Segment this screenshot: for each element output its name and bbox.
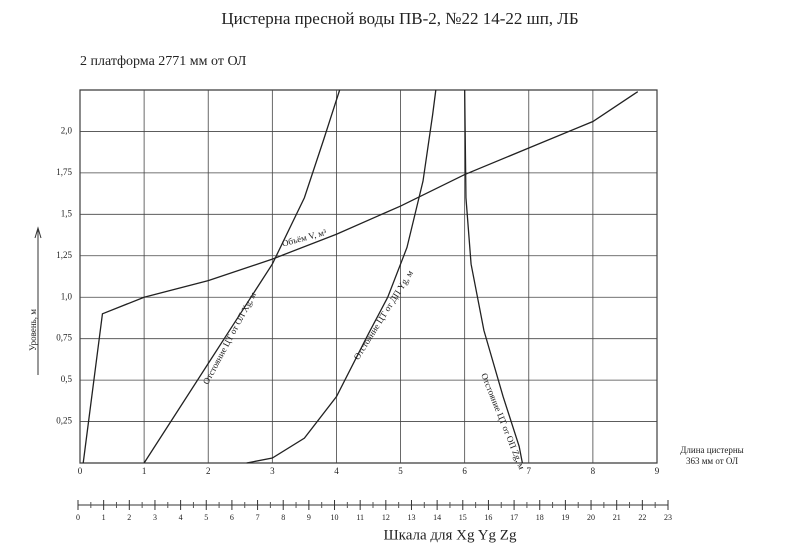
x2-tick-label: 0 [76, 513, 80, 522]
x2-tick-label: 14 [433, 513, 441, 522]
x-annotation: 363 мм от ОЛ [686, 456, 738, 466]
y-tick-label: 1,0 [61, 291, 73, 301]
x-tick-label: 2 [206, 466, 211, 476]
x-tick-label: 1 [142, 466, 147, 476]
chart-subtitle: 2 платформа 2771 мм от ОЛ [80, 54, 247, 69]
x2-tick-label: 10 [331, 513, 339, 522]
x2-tick-label: 22 [638, 513, 646, 522]
x2-tick-label: 6 [230, 513, 234, 522]
x-tick-label: 9 [655, 466, 660, 476]
y-tick-label: 2,0 [61, 126, 73, 136]
x2-tick-label: 11 [356, 513, 364, 522]
y-axis-label: Уровень, м [28, 309, 38, 351]
x2-tick-label: 1 [102, 513, 106, 522]
x2-tick-label: 9 [307, 513, 311, 522]
y-tick-label: 1,75 [56, 167, 72, 177]
data-line [82, 91, 639, 464]
x-tick-label: 4 [334, 466, 339, 476]
plot-frame [79, 89, 658, 464]
x-tick-label: 5 [398, 466, 403, 476]
x2-tick-label: 15 [459, 513, 467, 522]
x2-tick-label: 12 [382, 513, 390, 522]
x2-tick-label: 5 [204, 513, 208, 522]
x2-tick-label: 13 [407, 513, 415, 522]
x2-tick-label: 2 [127, 513, 131, 522]
data-line [143, 89, 341, 464]
data-line [246, 89, 437, 464]
y-axis-arrowhead [34, 226, 42, 239]
x2-tick-label: 20 [587, 513, 595, 522]
x2-tick-label: 7 [256, 513, 260, 522]
series-label: Отстояние ЦТ от ОЛ Xg, м [201, 290, 258, 386]
x-tick-label: 7 [527, 466, 532, 476]
y-tick-label: 0,25 [56, 416, 72, 426]
x2-tick-label: 17 [510, 513, 518, 522]
x-tick-label: 8 [591, 466, 596, 476]
x2-tick-label: 23 [664, 513, 672, 522]
chart-title: Цистерна пресной воды ПВ-2, №22 14-22 шп… [221, 9, 578, 28]
x-tick-label: 3 [270, 466, 275, 476]
series-label: Отстояние ЦТ от ДП Yg, м [352, 268, 416, 361]
x2-axis-label: Шкала для Xg Yg Zg [384, 527, 517, 543]
x-tick-label: 0 [78, 466, 83, 476]
y-tick-label: 1,5 [61, 208, 73, 218]
y-tick-label: 0,5 [61, 374, 73, 384]
x2-tick-label: 19 [561, 513, 569, 522]
x-annotation: Длина цистерны [680, 445, 743, 455]
y-tick-label: 1,25 [56, 250, 72, 260]
data-line [464, 89, 524, 464]
x2-tick-label: 16 [484, 513, 492, 522]
x2-tick-label: 4 [179, 513, 183, 522]
x-tick-label: 6 [462, 466, 467, 476]
x2-tick-label: 21 [613, 513, 621, 522]
x2-tick-label: 3 [153, 513, 157, 522]
x2-tick-label: 18 [536, 513, 544, 522]
series-label: Объём V, м³ [281, 227, 328, 249]
x2-tick-label: 8 [281, 513, 285, 522]
y-tick-label: 0,75 [56, 333, 72, 343]
